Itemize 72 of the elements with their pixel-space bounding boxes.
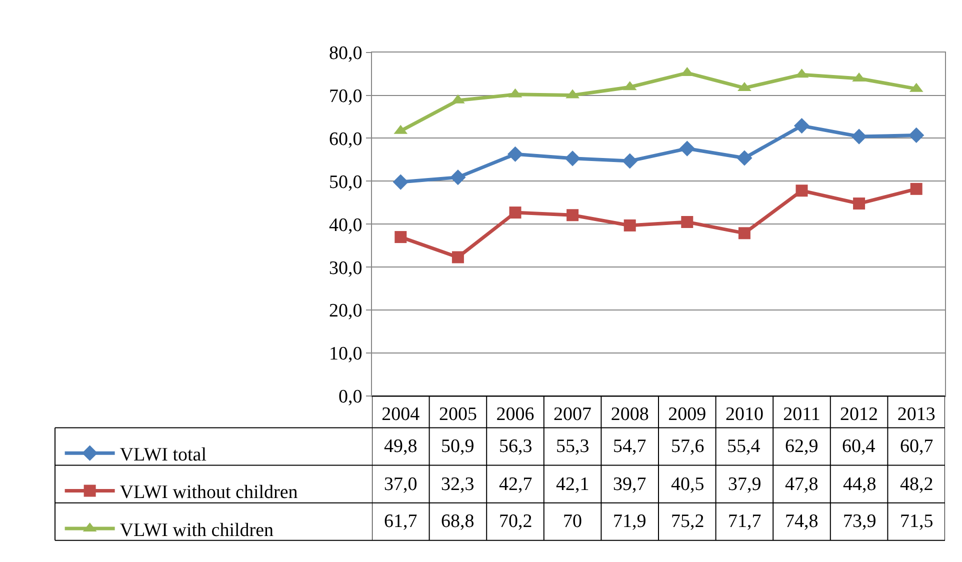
data-label: 71,9 [613,511,646,532]
data-label: 50,9 [441,436,474,457]
point [851,128,867,144]
data-label: 39,7 [613,474,646,495]
x-tick-label: 2009 [668,404,706,425]
x-tick-label: 2013 [897,404,936,425]
data-label: 61,7 [384,511,418,532]
point [853,198,866,210]
data-label: 42,1 [556,474,590,495]
x-tick-label: 2008 [610,404,649,425]
legend-label: VLWI total [120,444,207,466]
x-tick-label: 2012 [840,404,878,425]
data-label: 60,4 [842,436,876,457]
data-label: 62,9 [785,436,818,457]
y-tick-label: 50,0 [328,172,362,193]
y-tick-label: 60,0 [328,128,362,150]
x-tick-label: 2007 [554,404,592,425]
data-label: 48,2 [900,474,934,495]
point [624,219,636,232]
y-tick-label: 70,0 [328,86,362,107]
data-label: 74,8 [785,511,818,532]
data-label: 47,8 [785,474,818,495]
data-label: 57,6 [671,436,704,457]
data-label: 42,7 [499,474,532,495]
x-tick-label: 2004 [382,404,420,425]
x-tick-label: 2011 [783,404,820,425]
data-label: 44,8 [843,474,876,495]
data-label: 70,2 [499,511,532,532]
point [738,227,750,240]
x-tick-label: 2010 [725,404,764,425]
y-tick-label: 10,0 [328,344,362,365]
data-label: 37,9 [728,474,762,495]
point [507,146,524,162]
data-label: 71,5 [900,511,934,532]
data-label: 55,4 [727,436,761,457]
data-label: 32,3 [441,474,474,495]
point [679,140,695,156]
point [794,118,810,134]
data-label: 56,3 [499,436,532,457]
data-label: 55,3 [556,436,590,457]
data-label: 73,9 [843,511,876,532]
point [736,150,752,166]
legend-label: VLWI without children [120,482,298,504]
data-label: 60,7 [900,436,934,457]
point [452,251,464,264]
y-tick-label: 80,0 [328,42,362,64]
data-label: 40,5 [671,474,704,495]
data-label: 54,7 [613,436,646,457]
point [622,153,638,169]
data-label: 75,2 [671,511,704,532]
y-tick-label: 40,0 [328,214,362,236]
y-tick-label: 30,0 [328,258,362,279]
point [908,127,924,144]
point [566,209,579,222]
y-tick-label: 20,0 [328,300,362,322]
data-label: 71,7 [728,511,762,532]
data-label: 68,8 [441,511,474,532]
x-tick-label: 2005 [438,404,477,425]
point [392,174,408,190]
point [564,150,580,166]
point [450,170,466,186]
x-tick-label: 2006 [496,404,534,425]
point [910,182,922,195]
point [796,184,808,197]
data-label: 37,0 [384,474,418,495]
point [681,216,694,228]
data-label: 49,8 [384,436,418,457]
legend-label: VLWI with children [120,520,274,541]
y-tick-label: 0,0 [338,386,362,408]
data-label: 70 [563,511,582,532]
point [509,206,522,219]
point [394,231,407,244]
